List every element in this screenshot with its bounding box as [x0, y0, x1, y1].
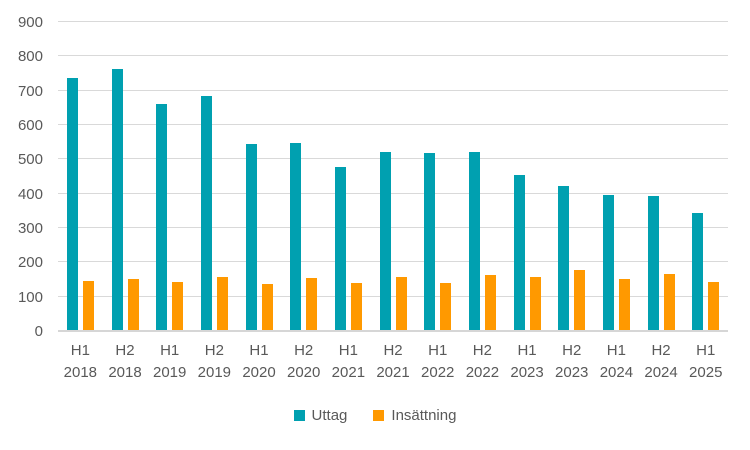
- bar-uttag-h1-2024: [602, 194, 614, 330]
- x-axis-label: H1 2020: [242, 342, 276, 381]
- gridline-200: [58, 261, 728, 263]
- category-group: [237, 23, 282, 330]
- bar-uttag-h1-2023: [513, 174, 525, 330]
- bar-uttag-h2-2021: [379, 151, 391, 330]
- bar-insttning-h1-2024: [618, 278, 630, 330]
- bar-uttag-h1-2018: [66, 77, 78, 330]
- y-axis-tick-label: 800: [17, 48, 43, 66]
- bar-uttag-h1-2020: [245, 143, 257, 330]
- x-axis-label: H2 2021: [376, 342, 410, 381]
- category-group: [549, 23, 594, 330]
- gridline-600: [58, 124, 728, 125]
- bar-insttning-h2-2022: [484, 275, 496, 330]
- x-axis-label: H2 2024: [644, 342, 678, 381]
- x-axis-label: H1 2022: [421, 342, 455, 381]
- y-axis-tick-label: 700: [17, 82, 43, 100]
- bar-insttning-h1-2020: [261, 284, 273, 330]
- x-axis-label: H2 2023: [555, 342, 589, 381]
- category-group: [683, 23, 728, 330]
- x-axis-label: H1 2019: [152, 342, 187, 381]
- x-axis: H1 2018 H2 2018 H1 2019 H2 2019 H1 2020 H2 2020 H1 20…: [58, 340, 728, 384]
- bar-uttag-h2-2022: [468, 151, 480, 330]
- category-group: [103, 23, 148, 330]
- gridline-800: [58, 55, 728, 57]
- bar-insttning-h2-2018: [127, 278, 139, 330]
- legend-swatch-insattning: [373, 410, 385, 421]
- x-axis-label: H2 2020: [287, 342, 321, 381]
- legend-item-insattning: Insättning: [373, 407, 456, 424]
- x-axis-label: H1 2025: [689, 342, 723, 381]
- category-group: [147, 23, 192, 330]
- x-axis-label: H1 2021: [331, 342, 366, 381]
- gridline-400: [58, 192, 728, 194]
- legend-item-uttag: Uttag: [293, 407, 348, 424]
- bar-insttning-h2-2024: [663, 274, 675, 330]
- category-group: [192, 23, 237, 330]
- category-group: [326, 23, 371, 330]
- category-group: [639, 23, 684, 330]
- bar-uttag-h2-2019: [200, 96, 212, 330]
- bar-insttning-h2-2020: [306, 278, 318, 330]
- category-group: [371, 23, 416, 330]
- gridline-900: [58, 21, 728, 22]
- gridline-300: [58, 227, 728, 228]
- bars-row: [58, 23, 728, 330]
- gridline-100: [58, 295, 728, 297]
- bar-uttag-h2-2024: [647, 195, 659, 330]
- bar-uttag-h1-2019: [156, 104, 168, 330]
- legend: Uttag Insättning: [0, 407, 750, 424]
- legend-label-insattning: Insättning: [391, 407, 457, 424]
- y-axis-tick-label: 100: [17, 288, 43, 306]
- bar-insttning-h1-2021: [350, 283, 362, 330]
- bar-insttning-h1-2023: [529, 277, 541, 330]
- category-group: [58, 23, 103, 330]
- bar-uttag-h1-2021: [334, 166, 346, 330]
- category-group: [460, 23, 505, 330]
- x-axis-label: H1 2024: [599, 342, 634, 381]
- gridline-700: [58, 89, 728, 91]
- category-group: [281, 23, 326, 330]
- bar-insttning-h1-2022: [440, 282, 452, 330]
- bar-uttag-h2-2023: [558, 185, 570, 330]
- y-axis-tick-label: 900: [17, 14, 43, 31]
- bar-insttning-h2-2023: [574, 270, 586, 330]
- bar-insttning-h2-2019: [216, 277, 228, 330]
- gridline-500: [58, 158, 728, 160]
- category-group: [505, 23, 550, 330]
- bar-insttning-h1-2019: [172, 281, 184, 330]
- category-group: [594, 23, 639, 330]
- y-axis-tick-label: 600: [17, 117, 43, 134]
- x-axis-label: H1 2018: [63, 342, 98, 381]
- x-axis-label: H2 2019: [197, 342, 232, 381]
- x-axis-label: H2 2022: [465, 342, 500, 381]
- x-axis-label: H1 2023: [510, 342, 544, 381]
- plot-area: [58, 21, 728, 332]
- bar-uttag-h2-2018: [111, 69, 123, 330]
- y-axis-tick-label: 400: [17, 185, 43, 203]
- x-axis-label: H2 2018: [108, 342, 142, 381]
- y-axis-tick-label: 300: [17, 220, 43, 237]
- legend-swatch-uttag: [293, 410, 305, 421]
- bar-insttning-h1-2018: [82, 281, 94, 330]
- bar-insttning-h2-2021: [395, 277, 407, 330]
- bar-uttag-h1-2022: [424, 152, 436, 330]
- category-group: [415, 23, 460, 330]
- y-axis-tick-label: 0: [34, 323, 43, 340]
- y-axis-tick-label: 200: [17, 254, 43, 272]
- bar-uttag-h2-2020: [290, 143, 302, 330]
- bar-insttning-h1-2025: [708, 281, 720, 330]
- bar-uttag-h1-2025: [692, 213, 704, 330]
- legend-label-uttag: Uttag: [311, 407, 348, 424]
- y-axis-tick-label: 500: [17, 151, 43, 169]
